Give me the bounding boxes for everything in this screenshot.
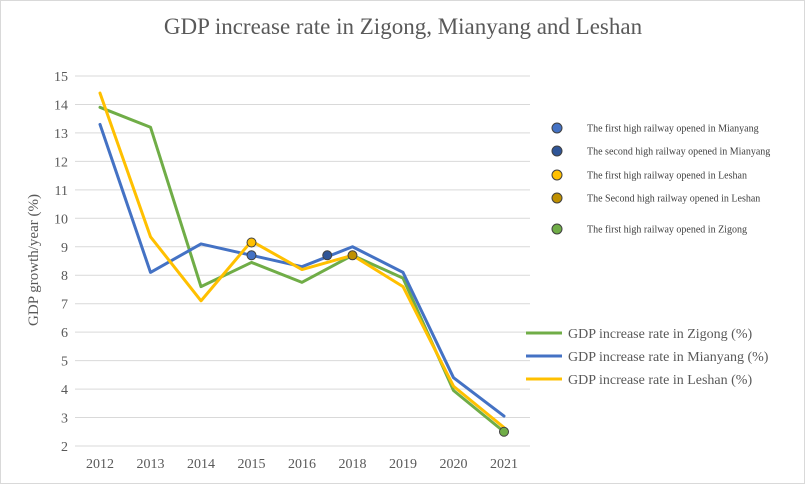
annotation-label: The second high railway opened in Mianya…	[587, 147, 770, 158]
annotation-marker	[551, 122, 563, 134]
annotation-marker	[551, 145, 563, 157]
event-marker	[347, 250, 358, 261]
x-tick-label: 2012	[86, 457, 114, 472]
y-axis-label: GDP growth/year (%)	[26, 194, 42, 326]
x-tick-label: 2019	[389, 457, 417, 472]
event-marker	[246, 250, 257, 261]
y-tick-label: 14	[54, 98, 68, 113]
y-tick-label: 11	[55, 184, 68, 199]
legend: GDP increase rate in Zigong (%) GDP incre…	[526, 327, 769, 388]
annotation-label: The first high railway opened in Mianyan…	[587, 124, 759, 135]
y-tick-label: 5	[61, 355, 68, 370]
annotation-marker	[551, 192, 563, 204]
x-tick-label: 2018	[339, 457, 367, 472]
y-tick-label: 12	[54, 155, 68, 170]
legend-label: GDP increase rate in Mianyang (%)	[568, 350, 769, 365]
annotation-marker	[551, 223, 563, 235]
event-markers	[246, 237, 509, 437]
series-line	[98, 122, 506, 418]
y-tick-label: 4	[61, 383, 68, 398]
event-marker	[322, 250, 333, 261]
series-lines	[98, 91, 506, 434]
annotation-label: The Second high railway opened in Leshan	[587, 194, 760, 205]
y-tick-label: 2	[61, 440, 68, 455]
y-tick-label: 8	[61, 269, 68, 284]
x-tick-label: 2015	[238, 457, 266, 472]
y-tick-label: 3	[61, 412, 68, 427]
event-marker	[246, 237, 257, 248]
event-annotation-list: The first high railway opened in Mianyan…	[551, 122, 770, 236]
y-tick-label: 15	[54, 70, 68, 85]
y-axis-ticks: 2 3 4 5 6 7 8 9 10 11 12 13 14 15	[54, 70, 68, 455]
annotation-label: The first high railway opened in Zigong	[587, 225, 747, 236]
y-tick-label: 10	[54, 212, 68, 227]
x-tick-label: 2020	[440, 457, 468, 472]
annotation-label: The first high railway opened in Leshan	[587, 171, 747, 182]
chart-title: GDP increase rate in Zigong, Mianyang an…	[164, 14, 643, 39]
x-tick-label: 2014	[187, 457, 215, 472]
annotation-marker	[551, 169, 563, 181]
series-line	[98, 91, 506, 429]
event-marker	[499, 426, 509, 437]
legend-label: GDP increase rate in Leshan (%)	[568, 373, 752, 388]
y-tick-label: 13	[54, 127, 68, 142]
y-tick-label: 6	[61, 326, 68, 341]
legend-label: GDP increase rate in Zigong (%)	[568, 327, 752, 342]
gridlines	[75, 75, 530, 447]
x-tick-label: 2013	[137, 457, 165, 472]
x-tick-label: 2021	[490, 457, 518, 472]
x-axis-ticks: 2012 2013 2014 2015 2016 2018 2019 2020 2021	[86, 457, 518, 472]
y-tick-label: 9	[61, 241, 68, 256]
y-tick-label: 7	[61, 298, 68, 313]
x-tick-label: 2016	[288, 457, 316, 472]
